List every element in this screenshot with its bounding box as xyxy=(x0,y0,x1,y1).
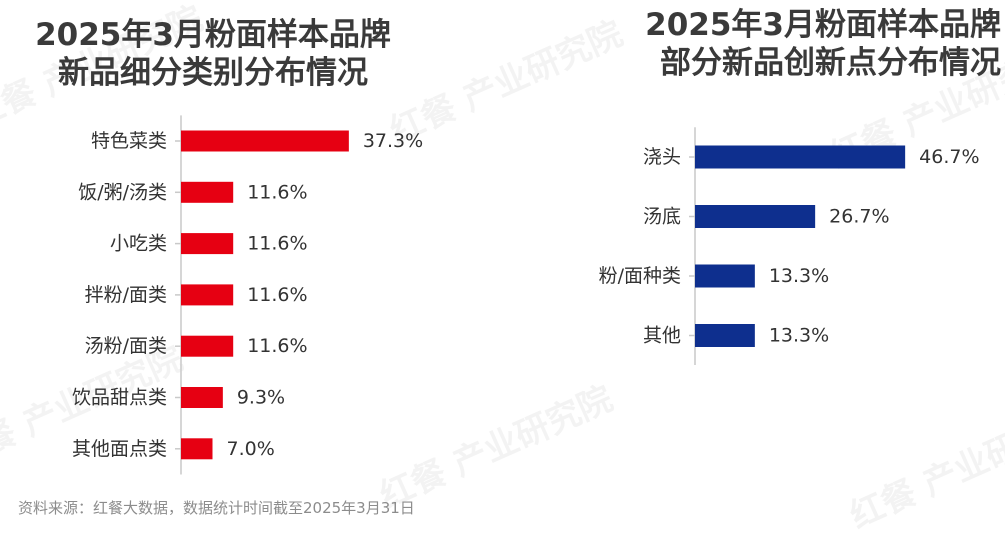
data-label: 11.6% xyxy=(247,233,307,255)
bar xyxy=(181,181,234,203)
left-chart-title: 2025年3月粉面样本品牌 新品细分类别分布情况 xyxy=(18,16,408,92)
category-label: 其他 xyxy=(643,325,681,347)
right-chart-title: 2025年3月粉面样本品牌 部分新品创新点分布情况 xyxy=(645,6,1001,82)
data-label: 11.6% xyxy=(247,284,307,306)
bar xyxy=(695,145,906,169)
data-label: 7.0% xyxy=(227,438,275,460)
data-label: 37.3% xyxy=(363,130,423,152)
category-label: 浇头 xyxy=(643,146,681,168)
bar xyxy=(181,438,213,460)
category-label: 饭/粥/汤类 xyxy=(78,181,167,203)
bar xyxy=(181,130,349,152)
category-label: 饮品甜点类 xyxy=(72,387,167,409)
right-chart-title-line2: 部分新品创新点分布情况 xyxy=(660,45,1001,81)
bar xyxy=(181,387,223,408)
watermark: 红餐 产业研究院 xyxy=(841,391,1005,537)
bar xyxy=(181,284,234,306)
category-label: 小吃类 xyxy=(110,233,167,255)
category-label: 汤粉/面类 xyxy=(85,335,167,357)
data-label: 26.7% xyxy=(829,206,889,228)
data-label: 13.3% xyxy=(769,265,829,287)
bar xyxy=(695,264,755,288)
category-label: 特色菜类 xyxy=(91,130,167,152)
right-bar-chart: 浇头 46.7% 汤底 26.7% 粉/面种类 13.3% 其他 13.3% xyxy=(599,127,980,365)
data-label: 11.6% xyxy=(247,181,307,203)
data-label: 9.3% xyxy=(237,387,285,409)
bar xyxy=(695,324,755,347)
category-label: 粉/面种类 xyxy=(599,265,681,287)
category-label: 汤底 xyxy=(643,206,681,228)
data-label: 13.3% xyxy=(769,325,829,347)
data-label: 46.7% xyxy=(919,146,979,168)
category-label: 拌粉/面类 xyxy=(85,284,167,306)
source-footnote: 资料来源：红餐大数据，数据统计时间截至2025年3月31日 xyxy=(18,499,415,517)
category-label: 其他面点类 xyxy=(72,438,167,460)
left-chart-title-line1: 2025年3月粉面样本品牌 xyxy=(35,17,391,53)
bar xyxy=(181,335,234,357)
right-chart-title-line1: 2025年3月粉面样本品牌 xyxy=(645,7,1001,43)
bar xyxy=(181,233,234,255)
data-label: 11.6% xyxy=(247,335,307,357)
left-bar-chart: 特色菜类 37.3% 饭/粥/汤类 11.6% 小吃类 11.6% 拌粉/面类 11.6% 汤粉… xyxy=(72,115,423,475)
bar xyxy=(695,205,816,228)
left-chart-title-line2: 新品细分类别分布情况 xyxy=(58,55,368,91)
